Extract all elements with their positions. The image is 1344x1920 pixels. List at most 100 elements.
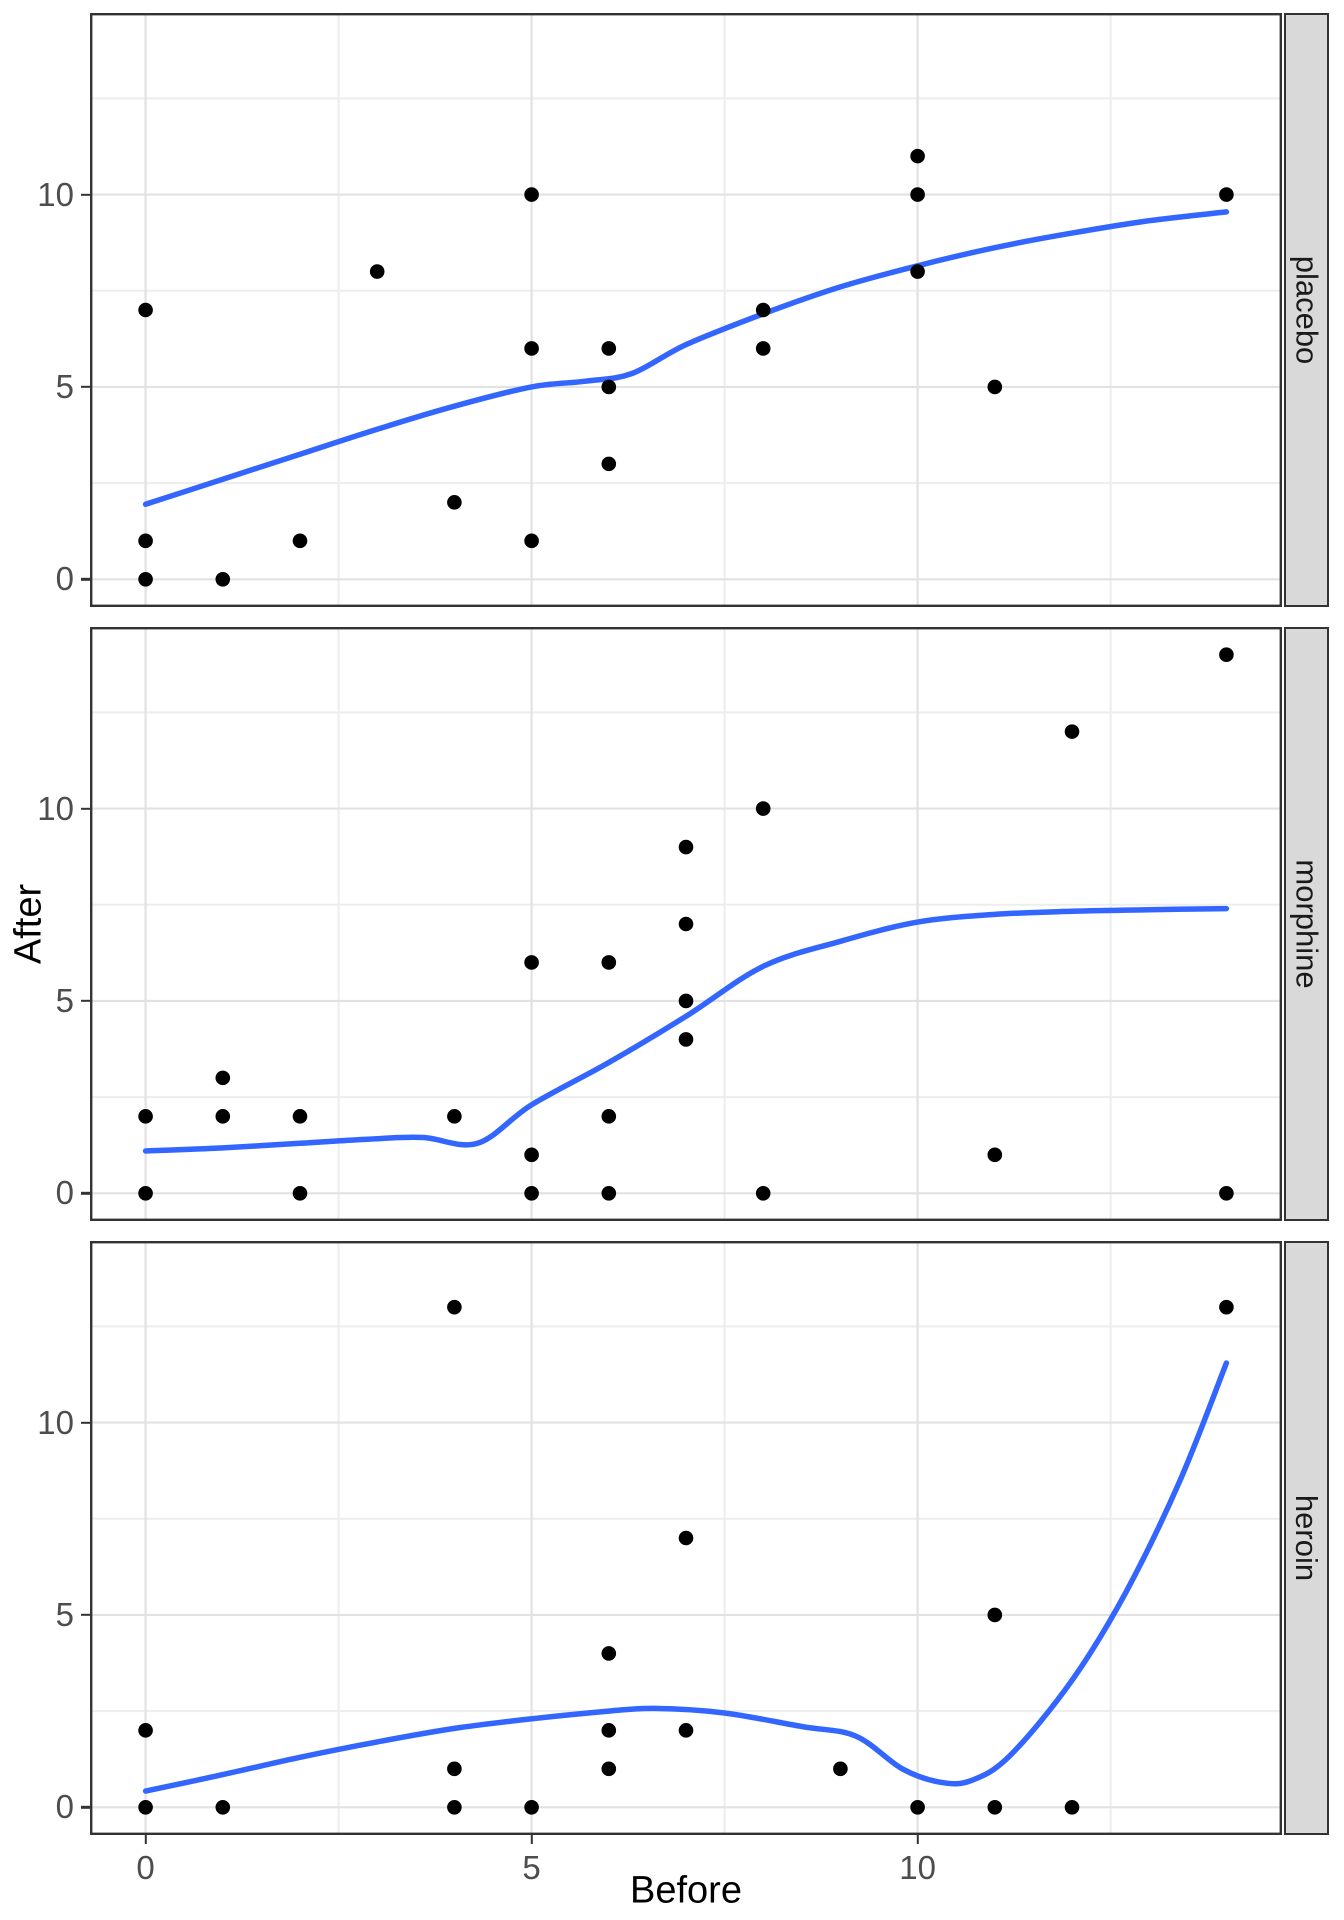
data-point [292, 533, 308, 549]
y-tick-label: 5 [55, 981, 74, 1019]
data-point [601, 955, 617, 970]
data-point [1219, 647, 1234, 662]
x-tick-label: 0 [136, 1849, 155, 1886]
data-point [601, 379, 617, 395]
data-point [138, 533, 153, 549]
data-point [678, 1723, 694, 1738]
y-tick-label: 5 [55, 367, 74, 405]
data-point [601, 341, 617, 356]
data-point [678, 1530, 694, 1546]
y-axis-title: After [7, 883, 50, 965]
x-axis-tick [144, 1835, 147, 1844]
data-point [138, 302, 153, 318]
y-tick-label: 10 [37, 1403, 74, 1441]
data-point [138, 1723, 153, 1738]
panel-border [90, 627, 1282, 1221]
smooth-line [142, 209, 1230, 508]
y-tick-label: 0 [55, 1788, 74, 1826]
data-point [447, 1800, 462, 1815]
facet-strip-label: morphine [1289, 859, 1325, 989]
x-axis-title: Before [630, 1869, 742, 1912]
facet-strip-morphine: morphine [1284, 627, 1329, 1221]
data-point [369, 264, 385, 279]
data-point [1064, 724, 1080, 739]
data-point [833, 1761, 848, 1777]
data-point [755, 341, 771, 356]
data-point [601, 456, 617, 472]
y-axis-tick [81, 385, 90, 389]
x-tick-label: 10 [899, 1849, 936, 1886]
facet-strip-label: heroin [1289, 1494, 1325, 1582]
data-point [524, 1800, 539, 1815]
y-axis-tick [81, 1806, 90, 1809]
y-axis-tick [81, 193, 90, 196]
data-point [678, 993, 694, 1009]
data-point [910, 1800, 925, 1815]
y-axis-tick [81, 999, 90, 1003]
y-tick-label: 5 [55, 1595, 74, 1633]
x-axis-tick [530, 1835, 533, 1844]
y-axis-tick [81, 1192, 90, 1195]
facet-strip-heroin: heroin [1284, 1241, 1329, 1835]
data-point [447, 1761, 462, 1777]
data-point [1219, 1299, 1234, 1315]
data-point [601, 1723, 617, 1738]
panel-border [90, 13, 1282, 607]
data-point [138, 572, 153, 587]
data-point [292, 1186, 308, 1201]
data-point [987, 1607, 1003, 1623]
smooth-line [142, 905, 1230, 1154]
smooth-line [142, 1360, 1230, 1794]
data-point [215, 1109, 231, 1124]
facet-panel-morphine [90, 627, 1282, 1221]
y-tick-label: 0 [55, 560, 74, 598]
data-point [1219, 1186, 1234, 1201]
y-tick-label: 10 [37, 175, 74, 213]
data-point [987, 379, 1003, 395]
data-point [755, 1186, 771, 1201]
data-point [524, 1147, 539, 1163]
data-point [138, 1800, 153, 1815]
data-point [1064, 1800, 1080, 1815]
data-point [524, 1186, 539, 1201]
data-point [755, 302, 771, 318]
data-point [678, 1032, 694, 1047]
x-axis-tick [916, 1835, 919, 1844]
data-point [292, 1109, 308, 1124]
y-axis-tick [81, 1421, 90, 1424]
y-tick-label: 0 [55, 1174, 74, 1212]
data-point [215, 1800, 231, 1815]
facet-strip-label: placebo [1289, 255, 1325, 365]
data-point [138, 1109, 153, 1124]
y-axis-tick [81, 1613, 90, 1617]
data-point [987, 1147, 1003, 1163]
data-point [601, 1761, 617, 1777]
data-point [524, 341, 539, 356]
data-point [524, 533, 539, 549]
x-tick-label: 5 [522, 1849, 541, 1886]
y-axis-tick [81, 807, 90, 810]
data-point [215, 1070, 231, 1086]
y-tick-label: 10 [37, 789, 74, 827]
data-point [524, 187, 539, 202]
data-point [138, 1186, 153, 1201]
data-point [910, 187, 925, 202]
data-point [447, 1299, 462, 1315]
facet-panel-heroin [90, 1241, 1282, 1835]
data-point [910, 264, 925, 279]
data-point [447, 495, 462, 510]
data-point [601, 1109, 617, 1124]
data-point [1219, 187, 1234, 202]
panel-border [90, 1241, 1282, 1835]
data-point [678, 916, 694, 932]
data-point [910, 148, 925, 164]
y-axis-tick [81, 578, 90, 581]
data-point [755, 801, 771, 816]
data-point [524, 955, 539, 970]
data-point [601, 1646, 617, 1661]
data-point [678, 839, 694, 855]
data-point [987, 1800, 1003, 1815]
facet-panel-placebo [90, 13, 1282, 607]
data-point [215, 572, 231, 587]
